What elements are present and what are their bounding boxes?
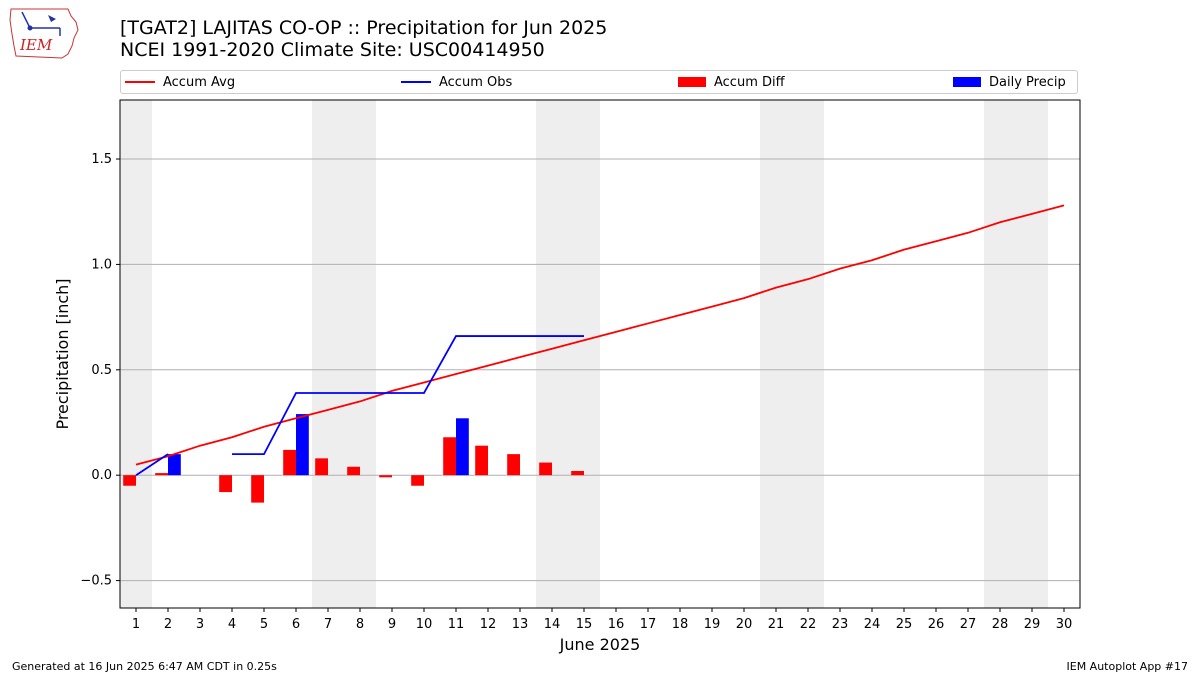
daily-precip-bar-day-6 — [296, 414, 309, 476]
weekend-shade-3 — [760, 100, 824, 608]
accum-diff-bar-day-15 — [571, 470, 584, 476]
legend-item-accum-avg: Accum Avg — [125, 71, 235, 93]
legend-label-daily-precip: Daily Precip — [989, 74, 1066, 90]
x-tick-label-8: 8 — [356, 617, 364, 632]
accum-diff-bar-day-8 — [347, 466, 360, 476]
x-tick-label-2: 2 — [164, 617, 172, 632]
x-tick-label-12: 12 — [480, 617, 497, 632]
legend-label-accum-avg: Accum Avg — [163, 74, 236, 90]
accum-obs-line-segment-0 — [135, 453, 169, 476]
accum-obs-line-segment-1 — [232, 335, 584, 456]
x-tick-label-27: 27 — [960, 617, 977, 632]
x-tick-label-7: 7 — [324, 617, 332, 632]
x-tick-label-22: 22 — [800, 617, 817, 632]
x-tick-label-13: 13 — [512, 617, 529, 632]
legend-item-accum-diff: Accum Diff — [678, 71, 785, 93]
x-tick-label-26: 26 — [928, 617, 945, 632]
x-tick-label-3: 3 — [196, 617, 204, 632]
title-line-2: NCEI 1991-2020 Climate Site: USC00414950 — [120, 39, 545, 61]
x-tick-label-18: 18 — [672, 617, 689, 632]
x-tick-label-16: 16 — [608, 617, 625, 632]
x-tick-label-1: 1 — [132, 617, 140, 632]
generated-timestamp: Generated at 16 Jun 2025 6:47 AM CDT in … — [12, 660, 277, 673]
x-tick-label-30: 30 — [1056, 617, 1073, 632]
accum-diff-bar-day-14 — [539, 462, 552, 476]
plot-frame — [119, 99, 1081, 609]
x-tick-label-23: 23 — [832, 617, 849, 632]
y-tick-label-1: 0.0 — [91, 468, 112, 483]
x-tick-label-15: 15 — [576, 617, 593, 632]
daily-precip-bar-day-11 — [456, 418, 469, 476]
accum-diff-bar-day-7 — [315, 458, 328, 476]
legend-label-accum-diff: Accum Diff — [714, 74, 785, 90]
weekend-shade-4 — [984, 100, 1048, 608]
accum-diff-bar-day-9 — [379, 475, 392, 478]
x-tick-label-11: 11 — [448, 617, 465, 632]
x-tick-label-24: 24 — [864, 617, 881, 632]
accum-diff-bar-day-6 — [283, 449, 296, 476]
x-tick-label-19: 19 — [704, 617, 721, 632]
weekend-shade-1 — [312, 100, 376, 608]
plot-area — [120, 100, 1080, 608]
x-tick-label-4: 4 — [228, 617, 236, 632]
legend-item-accum-obs: Accum Obs — [401, 71, 512, 93]
x-tick-label-10: 10 — [416, 617, 433, 632]
weekend-shade-0 — [120, 100, 152, 608]
accum-diff-bar-day-13 — [507, 454, 520, 476]
daily-precip-bar-day-2 — [168, 454, 181, 476]
y-tick-label-0: −0.5 — [80, 574, 112, 589]
accum-diff-bar-day-11 — [443, 437, 456, 476]
y-tick-label-4: 1.5 — [91, 152, 112, 167]
accum-obs-swatch — [401, 81, 431, 83]
chart-legend: Accum Avg Accum Obs Accum Diff Daily Pre… — [120, 70, 1078, 94]
x-tick-label-28: 28 — [992, 617, 1009, 632]
x-tick-label-20: 20 — [736, 617, 753, 632]
y-tick-label-2: 0.5 — [91, 363, 112, 378]
weekend-shade-2 — [536, 100, 600, 608]
x-tick-label-25: 25 — [896, 617, 913, 632]
accum-avg-swatch — [125, 81, 155, 83]
x-tick-label-5: 5 — [260, 617, 268, 632]
x-tick-label-29: 29 — [1024, 617, 1041, 632]
x-axis-label: June 2025 — [559, 635, 641, 654]
logo-text: IEM — [19, 36, 53, 54]
accum-diff-swatch — [678, 77, 706, 87]
y-tick-label-3: 1.0 — [91, 257, 112, 272]
accum-diff-bar-day-5 — [251, 475, 264, 503]
daily-precip-swatch — [953, 77, 981, 87]
accum-avg-line — [135, 204, 1065, 466]
legend-label-accum-obs: Accum Obs — [439, 74, 513, 90]
accum-diff-bar-day-2 — [155, 473, 168, 476]
accum-diff-bar-day-4 — [219, 475, 232, 493]
y-axis-label: Precipitation [inch] — [53, 278, 72, 429]
x-tick-label-14: 14 — [544, 617, 561, 632]
accum-diff-bar-day-1 — [123, 475, 136, 486]
x-tick-label-17: 17 — [640, 617, 657, 632]
x-tick-label-6: 6 — [292, 617, 300, 632]
chart-title: [TGAT2] LAJITAS CO-OP :: Precipitation f… — [120, 17, 607, 61]
legend-item-daily-precip: Daily Precip — [953, 71, 1066, 93]
autoplot-app-label: IEM Autoplot App #17 — [1066, 660, 1189, 673]
title-line-1: [TGAT2] LAJITAS CO-OP :: Precipitation f… — [120, 17, 608, 39]
x-tick-label-21: 21 — [768, 617, 785, 632]
accum-diff-bar-day-12 — [475, 445, 488, 476]
accum-diff-bar-day-10 — [411, 475, 424, 486]
x-tick-label-9: 9 — [388, 617, 396, 632]
iem-logo[interactable]: IEM — [8, 6, 80, 60]
